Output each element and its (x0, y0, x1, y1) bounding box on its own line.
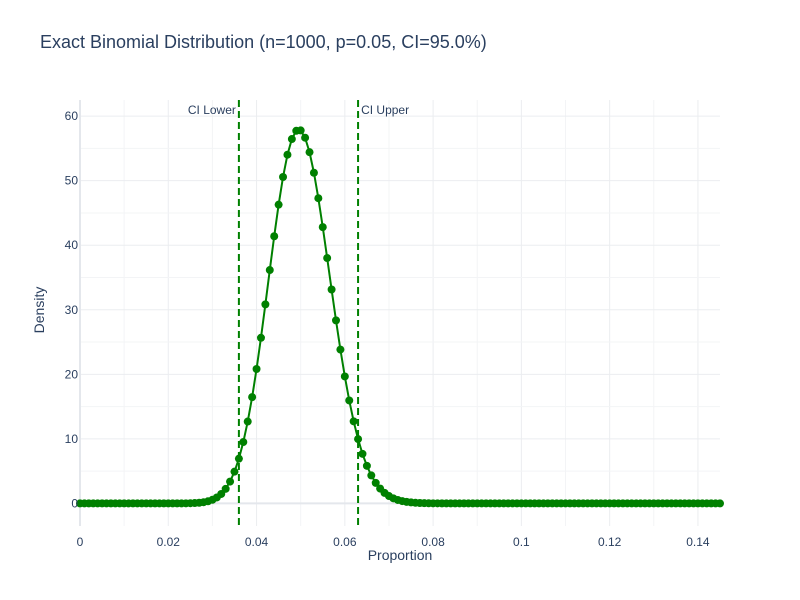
density-point (305, 148, 314, 157)
x-tick-label: 0.1 (513, 535, 530, 549)
x-tick-label: 0.12 (598, 535, 622, 549)
density-point (270, 232, 279, 241)
density-point (234, 454, 243, 463)
zero-line-layer (79, 100, 720, 526)
density-point (239, 438, 248, 447)
x-tick-label: 0.14 (686, 535, 710, 549)
y-tick-label: 50 (65, 174, 79, 188)
x-tick-label: 0.08 (421, 535, 445, 549)
density-point (349, 417, 358, 426)
density-point (283, 150, 292, 159)
density-point (287, 135, 296, 144)
x-tick-label: 0.04 (245, 535, 269, 549)
density-line (80, 129, 720, 505)
ci-label: CI Lower (188, 103, 236, 117)
series-layer (76, 126, 724, 508)
density-point (265, 266, 274, 275)
density-point (252, 365, 261, 374)
density-point (243, 417, 252, 426)
density-point (367, 471, 376, 480)
density-point (279, 173, 288, 181)
density-point (323, 254, 332, 263)
tick-layer: 0 0.02 0.04 0.06 0.08 0.1 0.12 0.14 0 10 20 30 40 50 6… (65, 109, 710, 549)
y-tick-label: 60 (65, 109, 79, 123)
density-point (274, 200, 283, 209)
density-point (248, 393, 257, 402)
density-point (256, 333, 265, 342)
density-point (296, 126, 305, 135)
density-point (327, 285, 336, 294)
grid-layer (80, 100, 720, 526)
y-tick-label: 20 (65, 367, 79, 381)
density-point (371, 478, 380, 487)
x-tick-label: 0.06 (333, 535, 357, 549)
ci-layer: CI Lower CI Upper (188, 100, 409, 526)
density-point (226, 477, 235, 486)
y-tick-label: 40 (65, 238, 79, 252)
y-axis-title: Density (31, 287, 47, 334)
density-point (340, 372, 349, 381)
x-tick-label: 0.02 (157, 535, 181, 549)
y-tick-label: 10 (65, 432, 79, 446)
density-point (318, 223, 327, 232)
chart-title: Exact Binomial Distribution (n=1000, p=0… (40, 32, 487, 52)
density-point (716, 499, 724, 508)
density-point (230, 467, 239, 476)
density-point (314, 194, 323, 203)
ci-label: CI Upper (361, 103, 409, 117)
density-point (301, 133, 310, 142)
density-point (332, 316, 340, 325)
density-point (358, 449, 367, 458)
density-point (261, 300, 270, 309)
x-axis-title: Proportion (368, 547, 433, 563)
y-tick-label: 0 (71, 496, 78, 510)
density-point (354, 435, 363, 444)
density-point (309, 168, 318, 177)
y-tick-label: 30 (65, 303, 79, 317)
density-point (345, 396, 354, 405)
density-point (362, 461, 371, 470)
x-tick-label: 0 (77, 535, 84, 549)
density-point (336, 345, 345, 354)
density-point (221, 484, 230, 493)
